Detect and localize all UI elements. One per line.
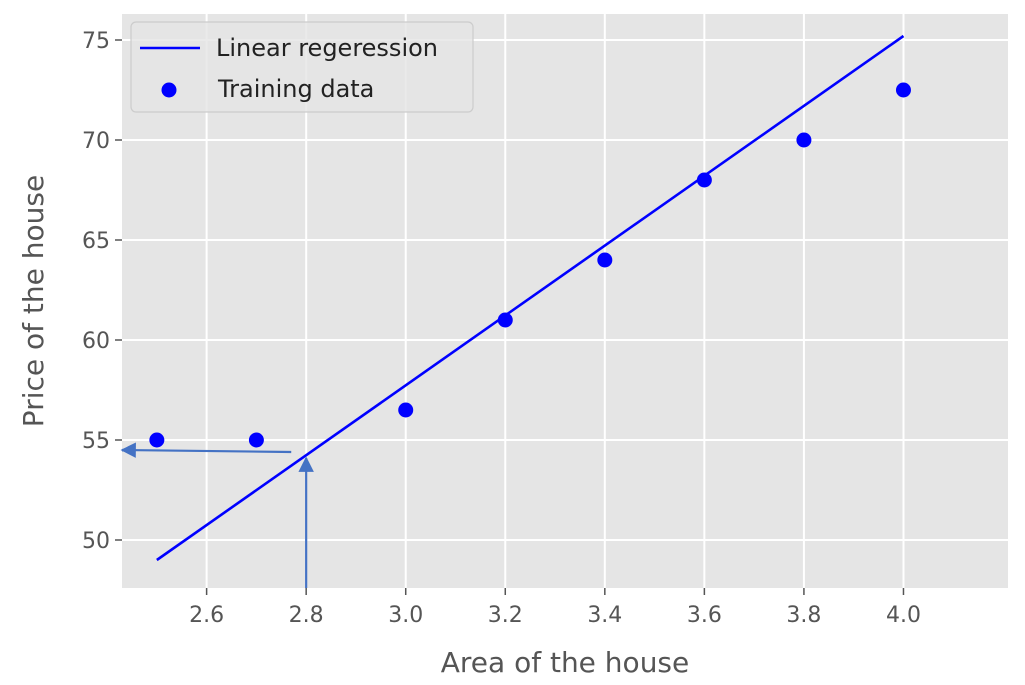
training-point — [696, 172, 712, 188]
training-point — [895, 82, 911, 98]
training-point — [597, 252, 613, 268]
x-tick-labels: 2.6 2.8 3.0 3.2 3.4 3.6 3.8 4.0 — [189, 603, 921, 628]
y-tick-label: 65 — [82, 229, 110, 254]
training-point — [248, 432, 264, 448]
y-tick-label: 70 — [82, 129, 110, 154]
training-point — [398, 402, 414, 418]
x-tick-label: 3.0 — [388, 603, 423, 628]
training-points-layer — [149, 82, 911, 448]
legend-label-regression: Linear regeression — [216, 34, 438, 62]
y-tick-label: 60 — [82, 329, 110, 354]
x-tick-label: 3.8 — [786, 603, 821, 628]
x-axis-label: Area of the house — [441, 646, 690, 679]
y-axis-label: Price of the house — [17, 175, 50, 427]
regression-line-layer — [156, 34, 905, 562]
horizontal-arrow — [120, 442, 292, 458]
annotation-arrows — [120, 442, 314, 588]
legend-point-swatch — [161, 82, 177, 98]
legend: Linear regeression Training data — [130, 21, 474, 113]
x-tick-label: 2.8 — [289, 603, 324, 628]
x-tick-label: 3.2 — [488, 603, 523, 628]
legend-label-training: Training data — [217, 75, 374, 103]
training-point — [497, 312, 513, 328]
x-tick-label: 2.6 — [189, 603, 224, 628]
x-tick-label: 4.0 — [886, 603, 921, 628]
x-tick-label: 3.4 — [587, 603, 622, 628]
y-tick-labels: 50 55 60 65 70 75 — [82, 29, 110, 554]
training-point — [149, 432, 165, 448]
y-tick-label: 75 — [82, 29, 110, 54]
x-tick-label: 3.6 — [687, 603, 722, 628]
legend-box — [130, 21, 474, 113]
y-tick-label: 50 — [82, 529, 110, 554]
regression-line — [156, 34, 905, 562]
y-tick-label: 55 — [82, 429, 110, 454]
training-point — [796, 132, 812, 148]
